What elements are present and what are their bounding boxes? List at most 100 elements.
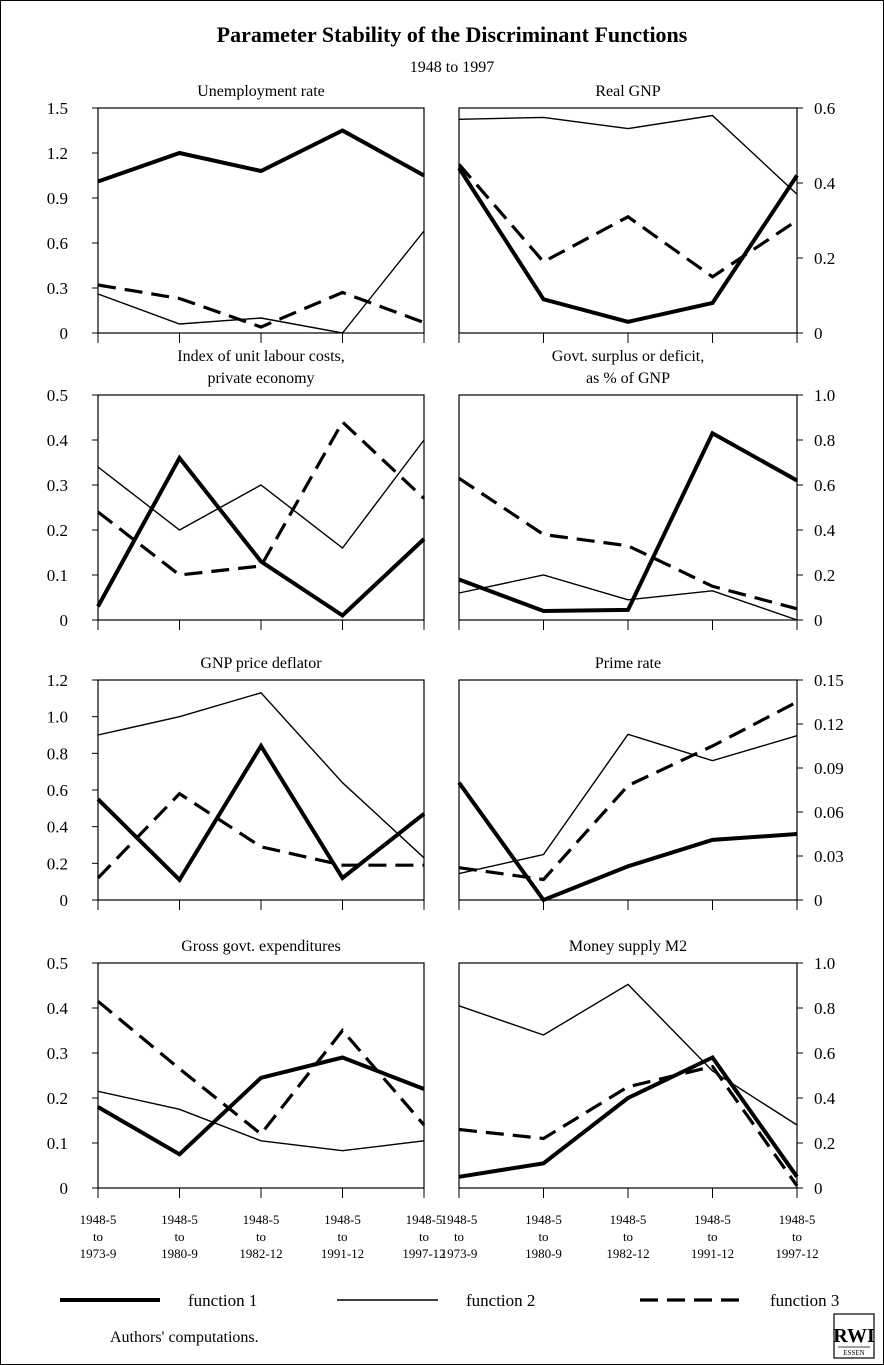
- x-category-label: 1991-12: [691, 1246, 734, 1261]
- x-category-label: to: [454, 1229, 464, 1244]
- y-tick-label: 0: [60, 324, 69, 343]
- x-category-label: to: [337, 1229, 347, 1244]
- y-tick-label: 0.09: [814, 759, 844, 778]
- series-line-3: [458, 700, 798, 882]
- y-tick-label: 0.15: [814, 671, 844, 690]
- source-note: Authors' computations.: [110, 1329, 259, 1346]
- x-category-label: to: [623, 1229, 633, 1244]
- x-category-label: 1948-5: [441, 1212, 478, 1227]
- y-tick-label: 0.3: [47, 279, 68, 298]
- series-line-2: [97, 692, 425, 859]
- x-category-label: to: [256, 1229, 266, 1244]
- x-category-label: 1948-5: [525, 1212, 562, 1227]
- y-tick-label: 0.2: [47, 854, 68, 873]
- x-category-label: to: [792, 1229, 802, 1244]
- panel-title: GNP price deflator: [200, 655, 322, 672]
- series-line-1: [96, 1055, 425, 1157]
- logo-text: RWI: [833, 1325, 875, 1347]
- y-tick-label: 0.6: [814, 1044, 835, 1063]
- x-category-label: 1948-5: [610, 1212, 647, 1227]
- chart-panel-5: GNP price deflator 0 0.2 0.4 0.6 0.8 1.0 1.2: [47, 655, 426, 910]
- series-line-2: [458, 733, 798, 875]
- panel-title: Govt. surplus or deficit,: [552, 348, 704, 365]
- x-category-label: 1980-9: [161, 1246, 198, 1261]
- y-tick-label: 0.2: [47, 1089, 68, 1108]
- y-tick-label: 0.8: [814, 999, 835, 1018]
- series-line-2: [458, 574, 798, 621]
- x-category-label: 1948-5: [161, 1212, 198, 1227]
- series-line-1: [458, 430, 798, 614]
- panel-title: Prime rate: [595, 655, 661, 672]
- y-tick-label: 0.4: [814, 521, 836, 540]
- series-line-3: [97, 419, 426, 577]
- panel-title: as % of GNP: [586, 370, 670, 387]
- series-line-1: [457, 166, 799, 324]
- x-category-label: 1948-5: [694, 1212, 731, 1227]
- y-tick-label: 0: [814, 611, 823, 630]
- series-line-3: [96, 791, 424, 880]
- y-tick-label: 0: [814, 1179, 823, 1198]
- figure-title: Parameter Stability of the Discriminant …: [217, 22, 688, 47]
- x-category-label: 1948-5: [324, 1212, 361, 1227]
- series-line-2: [97, 1090, 425, 1152]
- x-category-label: to: [538, 1229, 548, 1244]
- y-tick-label: 0: [60, 611, 69, 630]
- y-tick-label: 0.4: [814, 1089, 836, 1108]
- y-tick-label: 0.6: [814, 476, 835, 495]
- y-tick-label: 0.12: [814, 715, 844, 734]
- chart-panel-7: Gross govt. expenditures 0 0.1 0.2 0.3 0.4 0.5: [47, 938, 426, 1198]
- x-category-label: 1982-12: [239, 1246, 282, 1261]
- charts-group: Unemployment rate 0 0.3 0.6 0.9 1.2 1.5 Real GN…: [47, 83, 844, 1198]
- y-tick-label: 0.2: [814, 249, 835, 268]
- x-category-label: 1948-5: [779, 1212, 816, 1227]
- x-category-label: to: [93, 1229, 103, 1244]
- y-tick-label: 0.3: [47, 476, 68, 495]
- legend: function 1 function 2 function 3: [60, 1291, 839, 1310]
- y-tick-label: 0.06: [814, 803, 844, 822]
- panel-title: private economy: [207, 370, 314, 387]
- series-line-2: [458, 983, 798, 1126]
- y-tick-label: 0.3: [47, 1044, 68, 1063]
- y-tick-label: 1.2: [47, 144, 68, 163]
- y-tick-label: 0.1: [47, 566, 68, 585]
- y-tick-label: 0.9: [47, 189, 68, 208]
- y-tick-label: 1.0: [814, 386, 835, 405]
- x-category-label: to: [707, 1229, 717, 1244]
- series-line-1: [458, 1054, 799, 1179]
- x-category-label: 1997-12: [402, 1246, 445, 1261]
- y-tick-label: 0: [814, 891, 823, 910]
- y-tick-label: 1.0: [47, 708, 68, 727]
- legend-label-1: function 1: [188, 1291, 257, 1310]
- y-tick-label: 1.0: [814, 954, 835, 973]
- y-tick-label: 0.5: [47, 954, 68, 973]
- x-category-label: 1948-5: [80, 1212, 117, 1227]
- series-line-2: [97, 439, 425, 549]
- series-line-3: [458, 1064, 799, 1187]
- y-tick-label: 0.8: [47, 744, 68, 763]
- y-tick-label: 0.1: [47, 1134, 68, 1153]
- y-tick-label: 0.4: [814, 174, 836, 193]
- x-category-label: 1973-9: [441, 1246, 478, 1261]
- panel-title: Unemployment rate: [197, 83, 325, 100]
- series-line-2: [97, 230, 425, 334]
- y-tick-label: 0.8: [814, 431, 835, 450]
- series-line-1: [97, 128, 425, 184]
- x-category-label: 1980-9: [525, 1246, 562, 1261]
- chart-panel-3: Index of unit labour costs, private econo…: [47, 348, 426, 630]
- y-tick-label: 0.6: [47, 234, 68, 253]
- series-line-3: [96, 1000, 426, 1137]
- series-line-2: [458, 114, 798, 195]
- y-tick-label: 0.2: [814, 1134, 835, 1153]
- x-axis-labels: 1948-5 to 1973-9 1948-5 to 1980-9 1948-5 to 1982…: [80, 1212, 819, 1261]
- series-line-3: [458, 476, 798, 611]
- y-tick-label: 0.6: [814, 99, 835, 118]
- panel-title: Gross govt. expenditures: [181, 938, 341, 955]
- y-tick-label: 0.4: [47, 431, 69, 450]
- y-tick-label: 0.5: [47, 386, 68, 405]
- series-line-3: [97, 283, 425, 329]
- y-tick-label: 0.2: [47, 521, 68, 540]
- y-tick-label: 0: [60, 1179, 69, 1198]
- x-category-label: 1991-12: [321, 1246, 364, 1261]
- panel-title: Real GNP: [595, 83, 660, 100]
